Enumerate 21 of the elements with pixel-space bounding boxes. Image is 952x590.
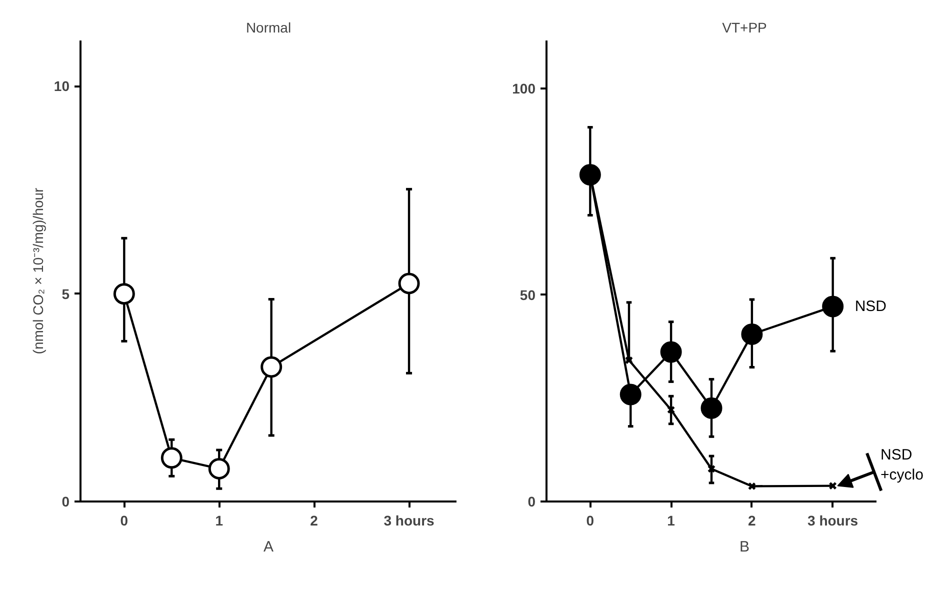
y-tick-label: 0 (528, 494, 536, 510)
y-tick-label: 10 (54, 78, 70, 94)
chart-title: VT+PP (722, 20, 767, 36)
chart-title: Normal (246, 20, 292, 36)
x-tick-label: 0 (586, 512, 594, 528)
text: B (740, 538, 750, 556)
text: NSD +cyclo (880, 446, 924, 484)
x-tick-label: 0 (120, 512, 128, 528)
y-tick-label: 50 (520, 286, 536, 303)
y-axis-title: (nmol CO₂ × 10⁻³/mg)/hour (30, 187, 46, 354)
y-tick-label: 5 (62, 286, 70, 302)
series-label: NSD (854, 298, 887, 316)
x-tick-label: 1 (667, 512, 676, 528)
x-tick-label: 2 (310, 512, 318, 528)
x-tick-label: 3 hours (384, 512, 435, 528)
y-tick-label: 100 (512, 80, 536, 96)
x-tick-label: 1 (215, 512, 224, 528)
y-tick-label: 0 (62, 494, 70, 510)
text: A (264, 538, 274, 556)
x-tick-label: 2 (748, 512, 756, 528)
x-tick-label: 3 hours (808, 512, 858, 528)
